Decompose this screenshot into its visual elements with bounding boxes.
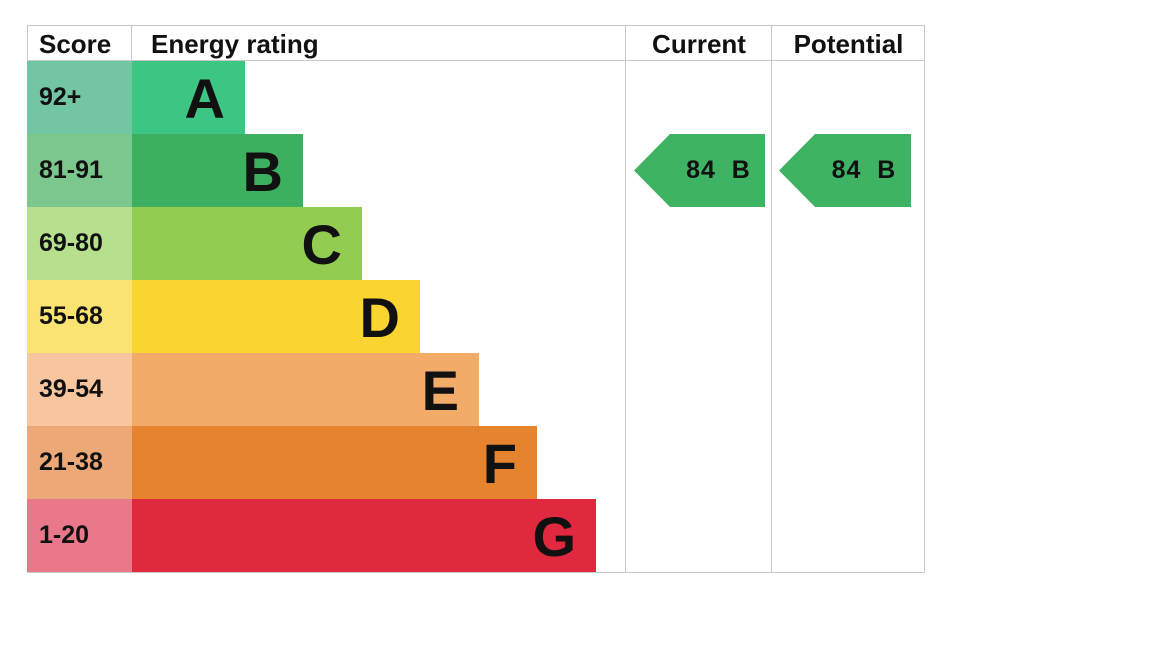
score-band-c: 69-80 (27, 207, 132, 280)
header-current: Current (652, 29, 746, 59)
rating-bar-g: G (132, 499, 596, 572)
score-band-f: 21-38 (27, 426, 132, 499)
potential-arrow-shape (779, 134, 911, 207)
current-rating-arrow: 84 B (634, 134, 765, 207)
score-band-b: 81-91 (27, 134, 132, 207)
divider (771, 25, 772, 573)
current-arrow-shape (634, 134, 765, 207)
rating-bar-a: A (132, 61, 245, 134)
rating-bar-d: D (132, 280, 420, 353)
header-score: Score (39, 29, 112, 59)
score-band-a: 92+ (27, 61, 132, 134)
header-potential: Potential (793, 29, 904, 59)
rating-bar-e: E (132, 353, 479, 426)
rating-bar-f: F (132, 426, 537, 499)
score-band-g: 1-20 (27, 499, 132, 572)
rating-bar-c: C (132, 207, 362, 280)
score-band-d: 55-68 (27, 280, 132, 353)
rating-bar-b: B (132, 134, 303, 207)
potential-rating-arrow: 84 B (779, 134, 911, 207)
score-band-e: 39-54 (27, 353, 132, 426)
divider (625, 25, 626, 573)
current-rating-label: 84 B (686, 156, 751, 184)
header-energy-rating: Energy rating (151, 29, 319, 59)
potential-rating-label: 84 B (831, 156, 897, 184)
header-divider (27, 60, 925, 61)
